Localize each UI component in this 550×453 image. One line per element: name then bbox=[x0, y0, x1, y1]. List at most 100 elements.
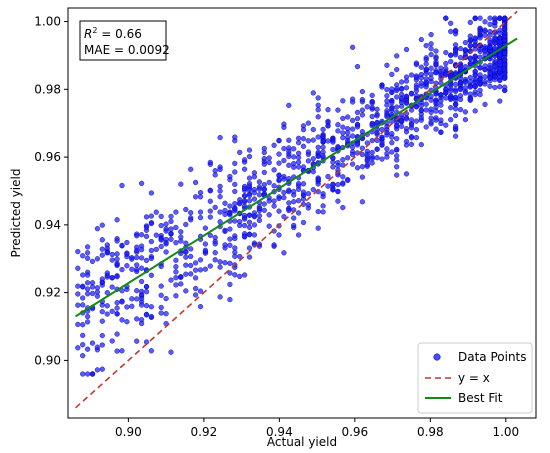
data-point bbox=[487, 70, 493, 76]
data-point bbox=[296, 198, 302, 204]
data-point bbox=[246, 147, 253, 153]
data-point bbox=[109, 251, 115, 258]
data-point bbox=[153, 246, 159, 253]
data-point bbox=[232, 218, 238, 224]
data-point bbox=[320, 144, 326, 150]
data-point bbox=[364, 162, 370, 168]
data-point bbox=[246, 153, 253, 160]
data-point bbox=[94, 256, 101, 262]
data-point bbox=[271, 242, 277, 248]
data-point bbox=[403, 129, 410, 135]
data-point bbox=[134, 262, 140, 268]
data-point bbox=[433, 61, 439, 68]
data-point bbox=[242, 203, 248, 209]
data-point bbox=[197, 267, 204, 273]
data-point bbox=[300, 143, 307, 149]
data-point bbox=[482, 27, 488, 33]
data-point bbox=[394, 136, 400, 142]
data-point bbox=[99, 222, 105, 228]
data-point bbox=[477, 15, 483, 21]
data-point bbox=[428, 41, 434, 47]
data-point bbox=[354, 115, 361, 122]
data-point bbox=[487, 83, 493, 89]
data-point bbox=[173, 275, 179, 281]
data-point bbox=[315, 107, 321, 113]
data-point bbox=[207, 188, 213, 194]
data-point bbox=[75, 249, 81, 255]
data-point bbox=[281, 195, 287, 201]
r2-value: = 0.66 bbox=[97, 27, 141, 41]
y-tick-label: 0.96 bbox=[34, 150, 61, 164]
data-point bbox=[227, 226, 233, 232]
data-point bbox=[350, 117, 356, 124]
data-point bbox=[330, 182, 336, 188]
data-point bbox=[232, 169, 238, 175]
data-point bbox=[462, 39, 469, 46]
data-point bbox=[266, 212, 272, 218]
data-point bbox=[413, 74, 420, 81]
data-point bbox=[291, 154, 297, 160]
data-point bbox=[94, 226, 101, 232]
data-point bbox=[124, 239, 130, 246]
data-point bbox=[246, 232, 253, 238]
data-point bbox=[109, 338, 115, 344]
data-point bbox=[477, 54, 483, 60]
data-point bbox=[423, 42, 429, 49]
data-point bbox=[296, 135, 302, 141]
data-point bbox=[134, 247, 140, 254]
data-point bbox=[291, 215, 297, 221]
data-point bbox=[457, 54, 464, 61]
data-point bbox=[296, 210, 302, 216]
data-point bbox=[232, 235, 238, 242]
data-point bbox=[271, 183, 277, 189]
data-point bbox=[433, 48, 439, 54]
data-point bbox=[80, 332, 86, 339]
data-point bbox=[438, 117, 444, 123]
x-tick-label: 0.96 bbox=[341, 425, 368, 439]
data-point bbox=[246, 212, 253, 218]
data-point bbox=[497, 84, 503, 90]
data-point bbox=[438, 98, 444, 104]
data-point bbox=[163, 236, 169, 243]
data-point bbox=[477, 64, 483, 71]
data-point bbox=[261, 187, 267, 193]
data-point bbox=[315, 176, 321, 182]
data-point bbox=[399, 79, 405, 85]
data-point bbox=[232, 201, 238, 207]
data-point bbox=[467, 42, 473, 49]
data-point bbox=[492, 84, 498, 91]
data-point bbox=[217, 166, 223, 173]
data-point bbox=[129, 266, 135, 272]
data-point bbox=[99, 333, 105, 339]
data-point bbox=[84, 286, 91, 292]
data-point bbox=[477, 76, 483, 82]
data-point bbox=[502, 61, 508, 68]
data-point bbox=[134, 267, 140, 273]
data-point bbox=[197, 288, 204, 294]
data-point bbox=[286, 102, 292, 109]
data-point bbox=[374, 113, 380, 119]
data-point bbox=[384, 93, 390, 99]
data-point bbox=[173, 282, 179, 288]
data-point bbox=[266, 198, 272, 204]
data-point bbox=[80, 295, 86, 301]
data-point bbox=[467, 96, 473, 102]
data-point bbox=[433, 117, 439, 123]
data-point bbox=[75, 291, 81, 297]
data-point bbox=[99, 237, 105, 243]
data-point bbox=[305, 191, 312, 197]
data-point bbox=[99, 276, 105, 282]
data-point bbox=[428, 75, 434, 81]
data-point bbox=[217, 194, 223, 200]
data-point bbox=[433, 108, 439, 114]
data-point bbox=[143, 224, 150, 230]
data-point bbox=[178, 181, 184, 187]
data-point bbox=[296, 159, 302, 165]
data-point bbox=[300, 136, 307, 142]
data-point bbox=[271, 142, 277, 148]
data-point bbox=[276, 160, 282, 166]
data-point bbox=[502, 33, 508, 40]
data-point bbox=[408, 122, 415, 128]
data-point bbox=[408, 117, 415, 123]
data-point bbox=[443, 15, 449, 21]
